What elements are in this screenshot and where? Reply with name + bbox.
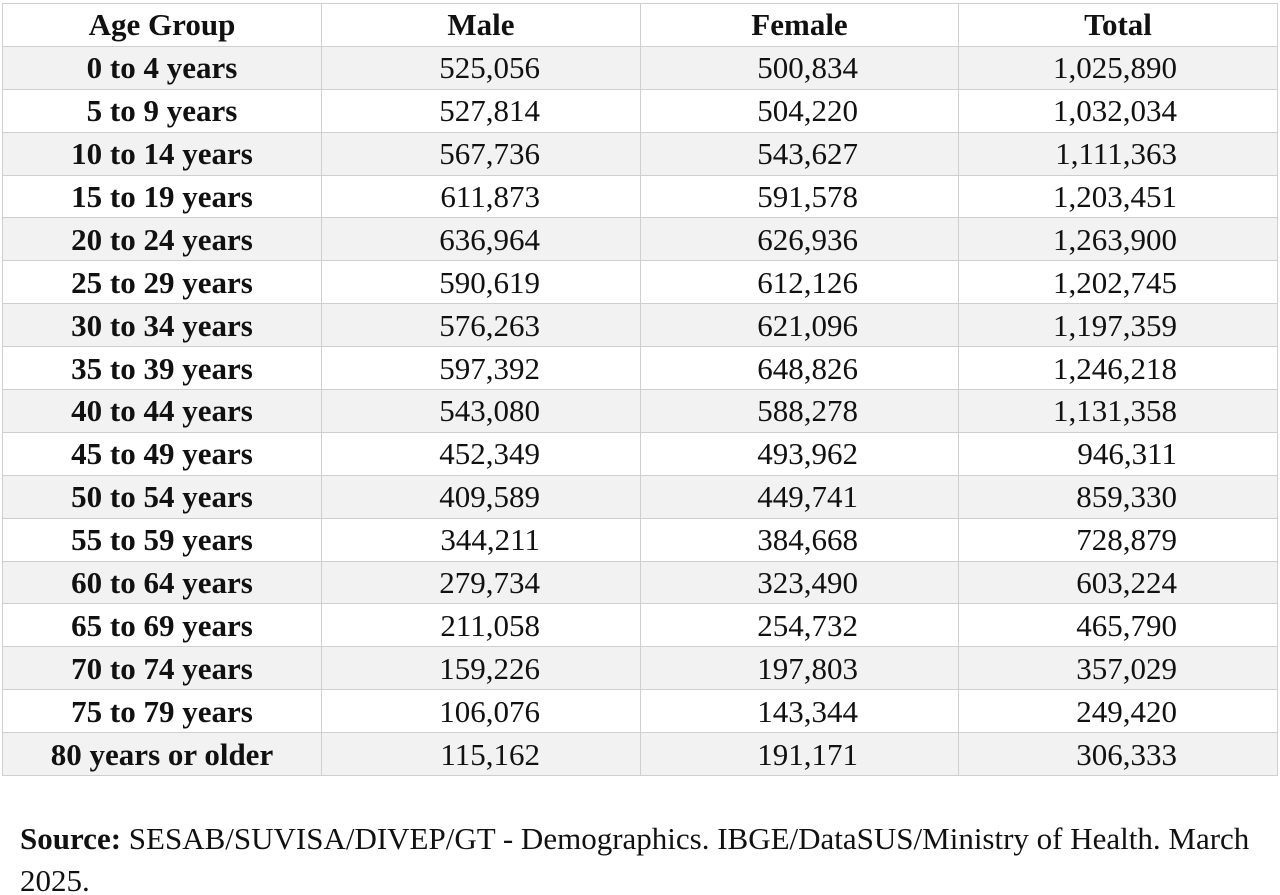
column-header: Female: [640, 3, 959, 47]
number-cell: 1,263,900: [958, 217, 1278, 262]
number-cell: 1,202,745: [958, 260, 1278, 305]
table-row: 5 to 9 years 527,814 504,220 1,032,034: [2, 88, 1278, 133]
age-group-cell: 25 to 29 years: [2, 260, 322, 305]
number-cell: 493,962: [640, 431, 959, 476]
number-cell: 357,029: [958, 646, 1278, 691]
column-header: Age Group: [2, 3, 322, 47]
age-group-cell: 20 to 24 years: [2, 217, 322, 262]
number-cell: 576,263: [321, 303, 641, 348]
number-cell: 603,224: [958, 560, 1278, 605]
number-cell: 159,226: [321, 646, 641, 691]
number-cell: 543,080: [321, 389, 641, 433]
source-text: SESAB/SUVISA/DIVEP/GT - Demographics. IB…: [20, 821, 1250, 895]
table-row: 35 to 39 years 597,392 648,826 1,246,218: [2, 346, 1278, 391]
number-cell: 249,420: [958, 689, 1278, 734]
table-row: 30 to 34 years 576,263 621,096 1,197,359: [2, 303, 1278, 348]
number-cell: 254,732: [640, 603, 959, 648]
number-cell: 452,349: [321, 431, 641, 476]
number-cell: 344,211: [321, 517, 641, 562]
table-row: 55 to 59 years 344,211 384,668 728,879: [2, 517, 1278, 562]
age-group-cell: 15 to 19 years: [2, 174, 322, 219]
number-cell: 1,131,358: [958, 389, 1278, 433]
age-group-cell: 65 to 69 years: [2, 603, 322, 648]
table-row: 15 to 19 years 611,873 591,578 1,203,451: [2, 174, 1278, 219]
age-group-cell: 70 to 74 years: [2, 646, 322, 691]
table-body: 0 to 4 years 525,056 500,834 1,025,890 5 to …: [2, 45, 1278, 777]
number-cell: 1,197,359: [958, 303, 1278, 348]
number-cell: 588,278: [640, 389, 959, 433]
age-group-cell: 55 to 59 years: [2, 517, 322, 562]
number-cell: 611,873: [321, 174, 641, 219]
source-label: Source:: [20, 821, 122, 856]
number-cell: 543,627: [640, 131, 959, 176]
number-cell: 527,814: [321, 88, 641, 133]
header-row: Age Group Male Female Total: [2, 3, 1278, 47]
number-cell: 197,803: [640, 646, 959, 691]
number-cell: 449,741: [640, 474, 959, 519]
table-row: 10 to 14 years 567,736 543,627 1,111,363: [2, 131, 1278, 176]
age-group-cell: 75 to 79 years: [2, 689, 322, 734]
age-group-cell: 40 to 44 years: [2, 389, 322, 433]
age-group-cell: 5 to 9 years: [2, 88, 322, 133]
number-cell: 504,220: [640, 88, 959, 133]
number-cell: 525,056: [321, 45, 641, 90]
age-group-cell: 80 years or older: [2, 732, 322, 777]
table-row: 70 to 74 years 159,226 197,803 357,029: [2, 646, 1278, 691]
number-cell: 279,734: [321, 560, 641, 605]
number-cell: 409,589: [321, 474, 641, 519]
number-cell: 590,619: [321, 260, 641, 305]
number-cell: 500,834: [640, 45, 959, 90]
number-cell: 1,111,363: [958, 131, 1278, 176]
number-cell: 636,964: [321, 217, 641, 262]
number-cell: 1,032,034: [958, 88, 1278, 133]
table-row: 75 to 79 years 106,076 143,344 249,420: [2, 689, 1278, 734]
number-cell: 211,058: [321, 603, 641, 648]
number-cell: 946,311: [958, 431, 1278, 476]
number-cell: 612,126: [640, 260, 959, 305]
table-row: 60 to 64 years 279,734 323,490 603,224: [2, 560, 1278, 605]
number-cell: 1,203,451: [958, 174, 1278, 219]
number-cell: 384,668: [640, 517, 959, 562]
number-cell: 106,076: [321, 689, 641, 734]
table-row: 45 to 49 years 452,349 493,962 946,311: [2, 431, 1278, 476]
number-cell: 1,246,218: [958, 346, 1278, 391]
age-group-cell: 0 to 4 years: [2, 45, 322, 90]
age-group-cell: 35 to 39 years: [2, 346, 322, 391]
number-cell: 323,490: [640, 560, 959, 605]
number-cell: 859,330: [958, 474, 1278, 519]
age-group-cell: 45 to 49 years: [2, 431, 322, 476]
population-table: Age Group Male Female Total 0 to 4 years 525…: [2, 3, 1278, 777]
table-row: 50 to 54 years 409,589 449,741 859,330: [2, 474, 1278, 519]
number-cell: 597,392: [321, 346, 641, 391]
number-cell: 191,171: [640, 732, 959, 777]
source-note: Source: SESAB/SUVISA/DIVEP/GT - Demograp…: [20, 818, 1260, 895]
number-cell: 143,344: [640, 689, 959, 734]
number-cell: 567,736: [321, 131, 641, 176]
table-row: 40 to 44 years 543,080 588,278 1,131,358: [2, 389, 1278, 433]
number-cell: 591,578: [640, 174, 959, 219]
number-cell: 306,333: [958, 732, 1278, 777]
number-cell: 648,826: [640, 346, 959, 391]
column-header: Male: [321, 3, 641, 47]
age-group-cell: 60 to 64 years: [2, 560, 322, 605]
number-cell: 465,790: [958, 603, 1278, 648]
table-row: 25 to 29 years 590,619 612,126 1,202,745: [2, 260, 1278, 305]
age-group-cell: 30 to 34 years: [2, 303, 322, 348]
number-cell: 728,879: [958, 517, 1278, 562]
number-cell: 626,936: [640, 217, 959, 262]
table-row: 80 years or older 115,162 191,171 306,333: [2, 732, 1278, 777]
column-header: Total: [958, 3, 1278, 47]
table-row: 20 to 24 years 636,964 626,936 1,263,900: [2, 217, 1278, 262]
number-cell: 115,162: [321, 732, 641, 777]
table-row: 0 to 4 years 525,056 500,834 1,025,890: [2, 45, 1278, 90]
number-cell: 1,025,890: [958, 45, 1278, 90]
table-row: 65 to 69 years 211,058 254,732 465,790: [2, 603, 1278, 648]
number-cell: 621,096: [640, 303, 959, 348]
age-group-cell: 10 to 14 years: [2, 131, 322, 176]
age-group-cell: 50 to 54 years: [2, 474, 322, 519]
